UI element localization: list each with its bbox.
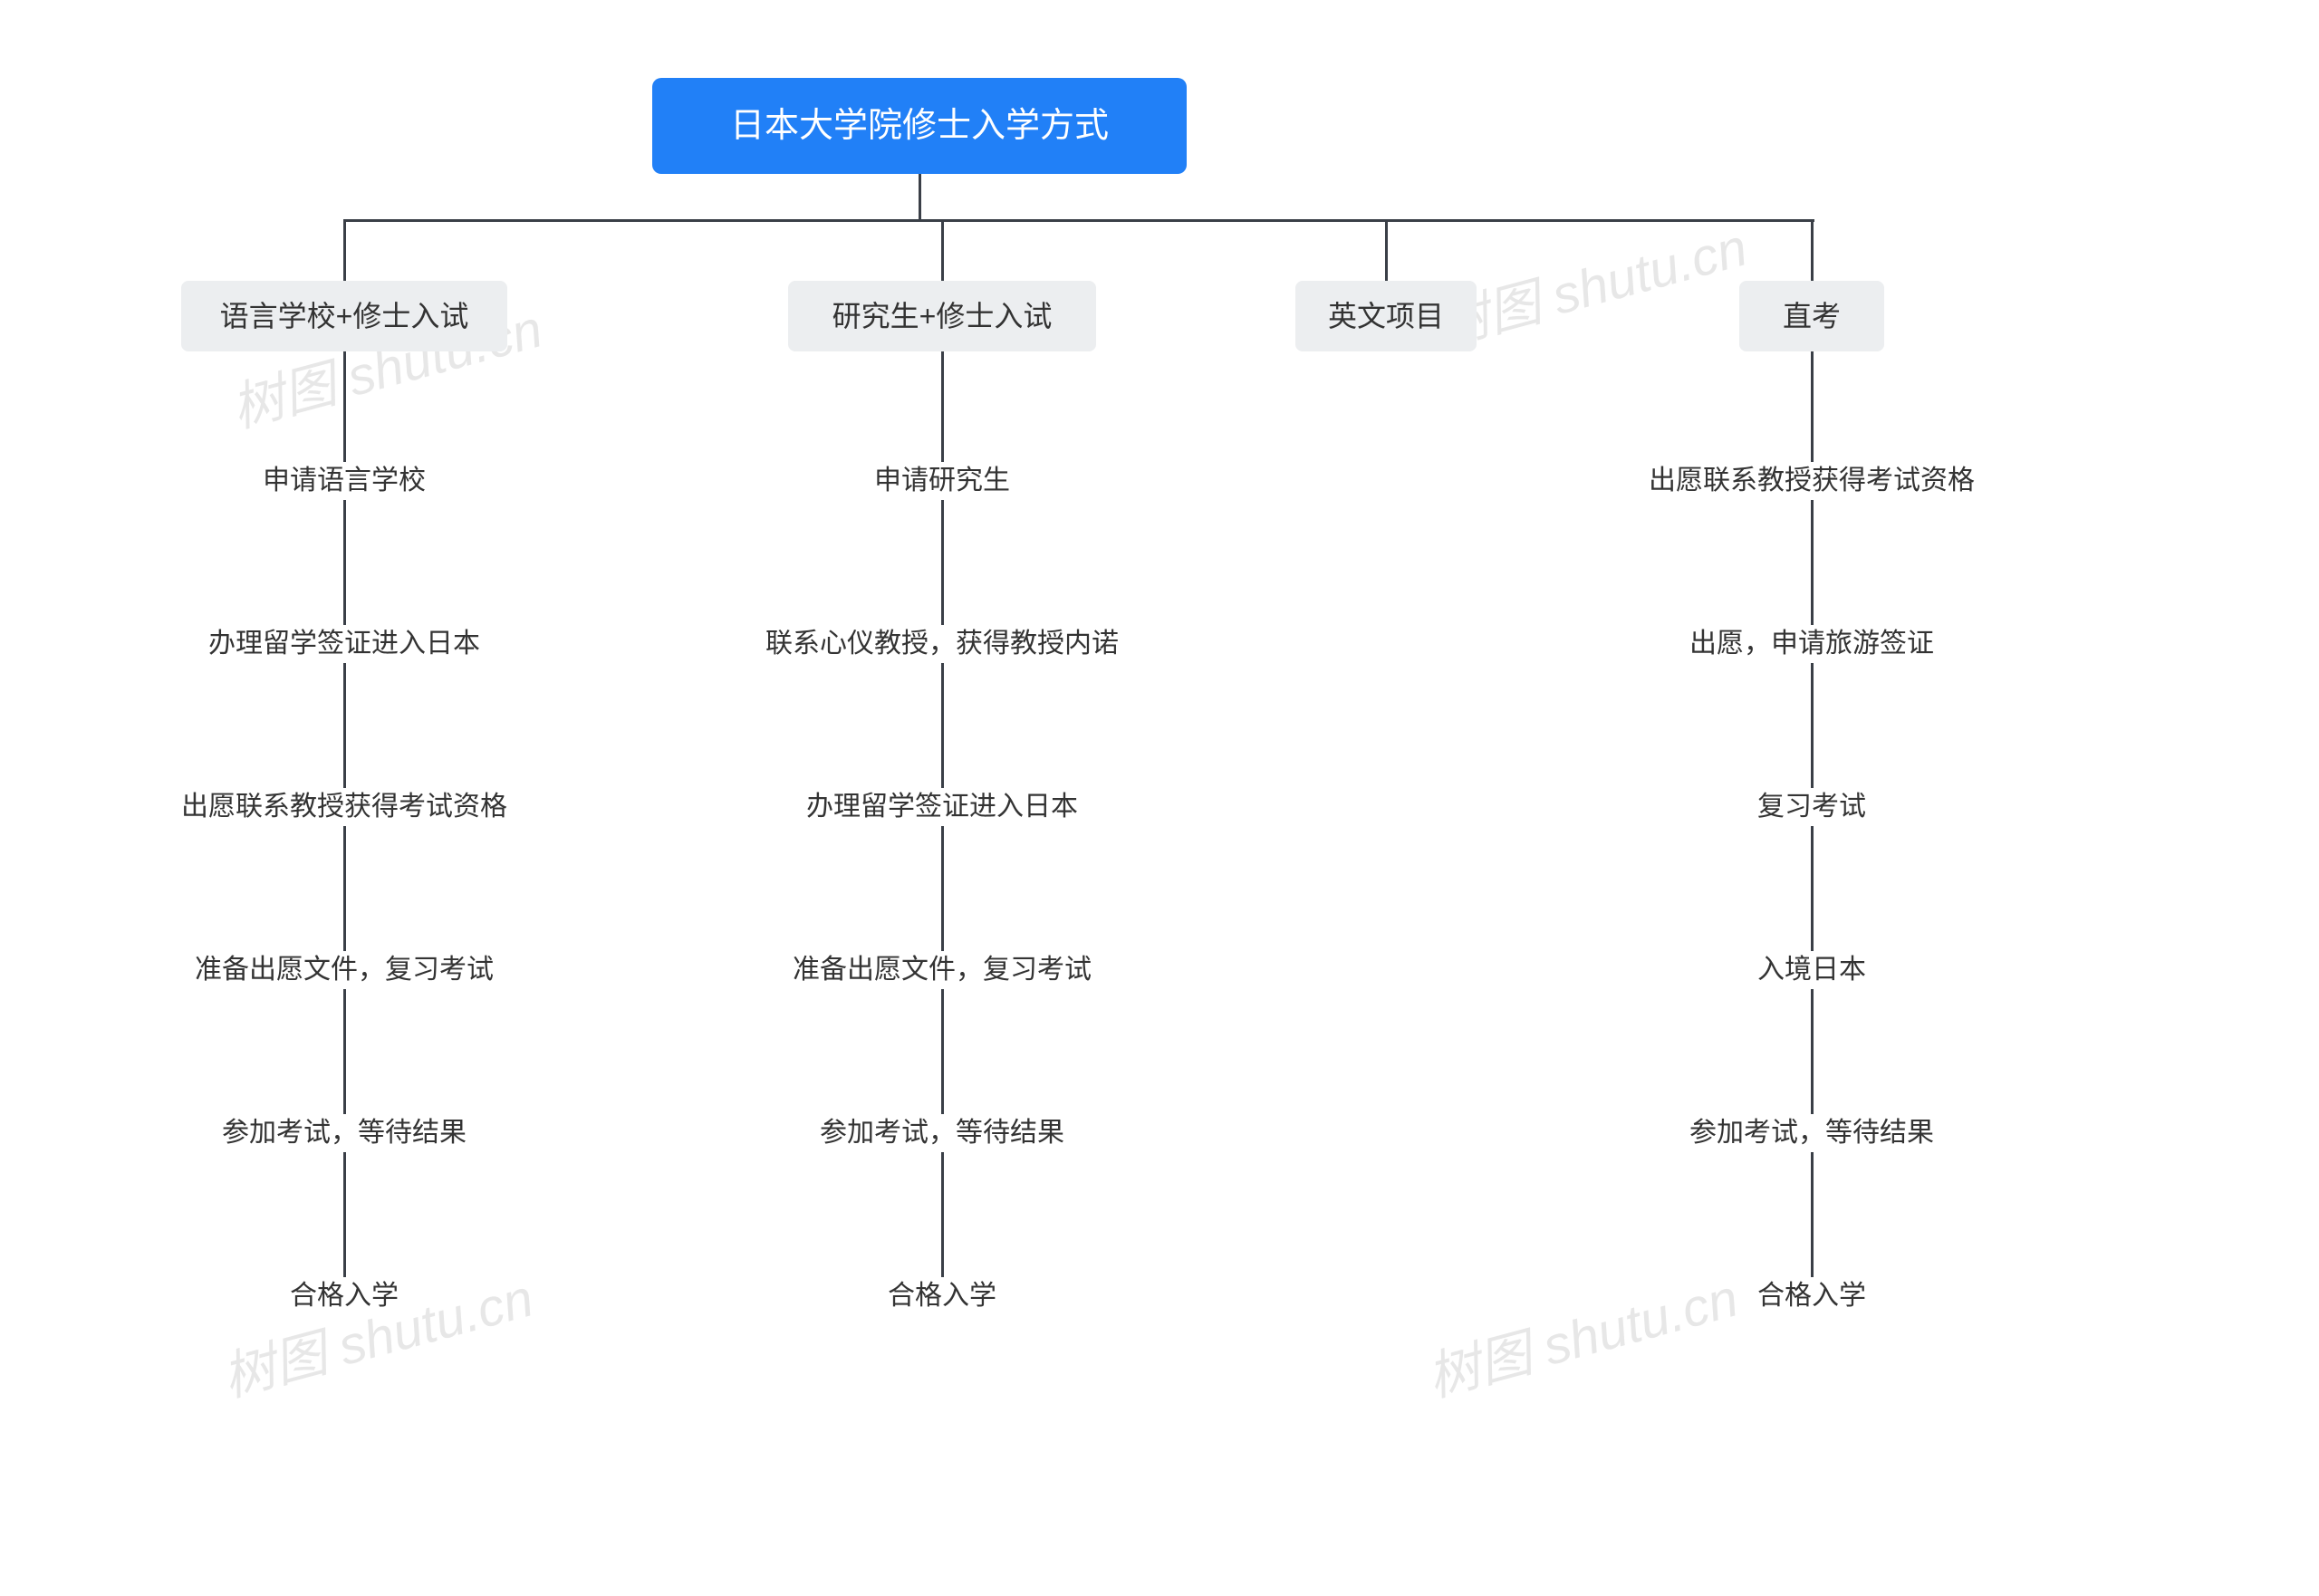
root-node[interactable]: 日本大学院修士入学方式	[652, 78, 1187, 174]
branch-node-b4[interactable]: 直考	[1739, 281, 1884, 351]
conn-leaf-b1-3	[343, 826, 346, 951]
conn-branch-drop-3	[1811, 219, 1814, 281]
leaf-b2-3[interactable]: 准备出愿文件，复习考试	[793, 951, 1092, 989]
leaf-b1-3[interactable]: 准备出愿文件，复习考试	[195, 951, 494, 989]
branch-node-b1[interactable]: 语言学校+修士入试	[181, 281, 507, 351]
conn-leaf-b2-0	[941, 351, 944, 462]
leaf-b1-1[interactable]: 办理留学签证进入日本	[208, 625, 480, 663]
branch-node-b2[interactable]: 研究生+修士入试	[788, 281, 1096, 351]
leaf-b4-5[interactable]: 合格入学	[1757, 1277, 1866, 1315]
branch-node-b3[interactable]: 英文项目	[1295, 281, 1477, 351]
leaf-b4-1[interactable]: 出愿，申请旅游签证	[1689, 625, 1934, 663]
leaf-b1-2[interactable]: 出愿联系教授获得考试资格	[181, 788, 507, 826]
conn-hbar	[344, 219, 1814, 222]
leaf-b2-0[interactable]: 申请研究生	[874, 462, 1010, 500]
conn-leaf-b2-3	[941, 826, 944, 951]
conn-leaf-b1-5	[343, 1152, 346, 1277]
conn-leaf-b4-0	[1811, 351, 1814, 462]
leaf-b2-4[interactable]: 参加考试，等待结果	[820, 1114, 1064, 1152]
conn-leaf-b1-0	[343, 351, 346, 462]
conn-leaf-b1-1	[343, 500, 346, 625]
conn-branch-drop-2	[1385, 219, 1388, 281]
conn-leaf-b2-5	[941, 1152, 944, 1277]
conn-leaf-b4-5	[1811, 1152, 1814, 1277]
conn-leaf-b2-4	[941, 989, 944, 1114]
conn-leaf-b4-1	[1811, 500, 1814, 625]
conn-leaf-b2-1	[941, 500, 944, 625]
leaf-b2-2[interactable]: 办理留学签证进入日本	[806, 788, 1078, 826]
conn-root-drop	[919, 174, 921, 219]
leaf-b1-5[interactable]: 合格入学	[290, 1277, 399, 1315]
leaf-b2-5[interactable]: 合格入学	[888, 1277, 996, 1315]
leaf-b2-1[interactable]: 联系心仪教授，获得教授内诺	[765, 625, 1119, 663]
conn-leaf-b2-2	[941, 663, 944, 788]
conn-leaf-b4-3	[1811, 826, 1814, 951]
conn-branch-drop-1	[941, 219, 944, 281]
leaf-b4-4[interactable]: 参加考试，等待结果	[1689, 1114, 1934, 1152]
watermark-3: 树图 shutu.cn	[1418, 1255, 1745, 1411]
conn-leaf-b1-2	[343, 663, 346, 788]
conn-leaf-b4-2	[1811, 663, 1814, 788]
leaf-b4-0[interactable]: 出愿联系教授获得考试资格	[1649, 462, 1975, 500]
leaf-b4-2[interactable]: 复习考试	[1757, 788, 1866, 826]
leaf-b1-4[interactable]: 参加考试，等待结果	[222, 1114, 467, 1152]
conn-leaf-b1-4	[343, 989, 346, 1114]
leaf-b4-3[interactable]: 入境日本	[1757, 951, 1866, 989]
conn-leaf-b4-4	[1811, 989, 1814, 1114]
leaf-b1-0[interactable]: 申请语言学校	[263, 462, 426, 500]
conn-branch-drop-0	[343, 219, 346, 281]
